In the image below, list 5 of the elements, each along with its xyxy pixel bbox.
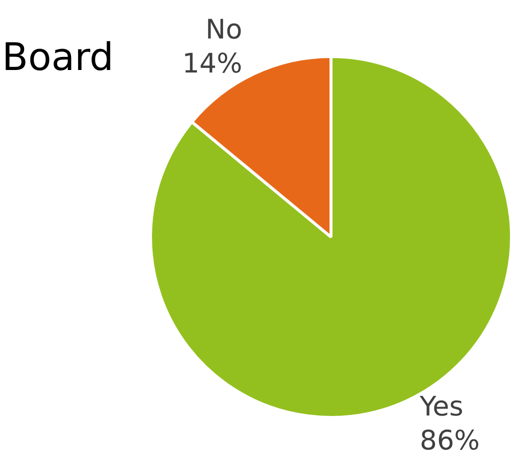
data-label: 86%: [420, 426, 480, 457]
text: Board: [2, 34, 114, 79]
slice-label: No: [206, 14, 242, 46]
slice-label: Yes: [418, 392, 464, 423]
data-label: 14%: [182, 48, 242, 80]
